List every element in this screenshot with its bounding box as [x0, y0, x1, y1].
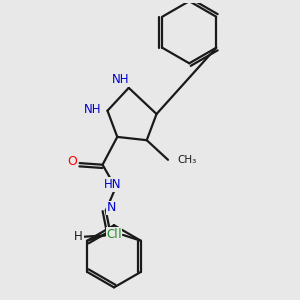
- Text: O: O: [68, 155, 77, 168]
- Text: Cl: Cl: [106, 228, 118, 241]
- Text: Cl: Cl: [110, 228, 122, 241]
- Text: NH: NH: [112, 73, 129, 86]
- Text: CH₃: CH₃: [178, 155, 197, 166]
- Text: H: H: [74, 230, 83, 242]
- Text: NH: NH: [84, 103, 101, 116]
- Text: N: N: [107, 201, 116, 214]
- Text: HN: HN: [103, 178, 121, 191]
